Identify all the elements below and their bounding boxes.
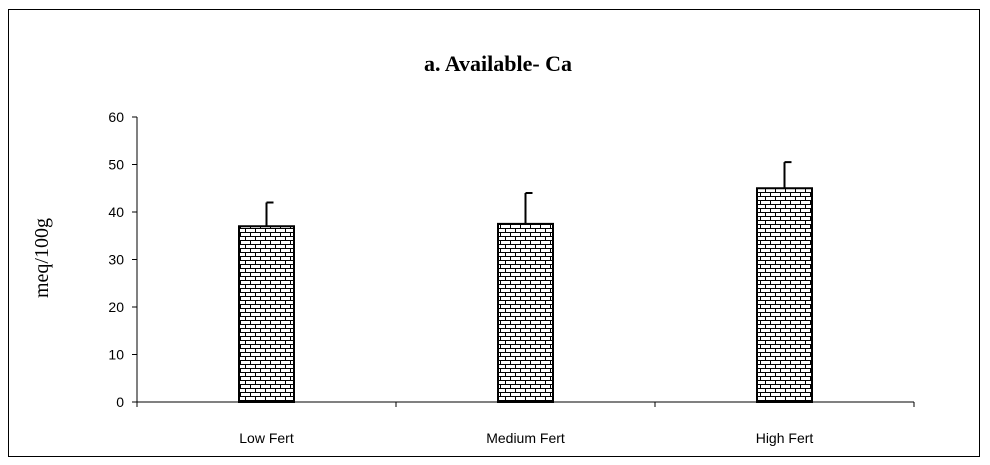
y-tick-label: 60 xyxy=(108,109,124,125)
y-tick-label: 40 xyxy=(108,204,124,220)
chart-frame xyxy=(8,9,980,457)
chart-title: a. Available- Ca xyxy=(424,51,572,76)
bar-low-fert xyxy=(238,225,295,403)
x-tick-label: Medium Fert xyxy=(486,430,565,446)
bar-high-fert xyxy=(756,187,813,403)
y-tick-label: 30 xyxy=(108,252,124,268)
bar-medium-fert xyxy=(497,222,554,403)
y-axis-label: meq/100g xyxy=(31,218,53,298)
y-tick-label: 20 xyxy=(108,299,124,315)
y-tick-label: 50 xyxy=(108,157,124,173)
y-tick-label: 0 xyxy=(116,394,124,410)
y-tick-label: 10 xyxy=(108,347,124,363)
x-tick-label: Low Fert xyxy=(239,430,294,446)
x-tick-label: High Fert xyxy=(756,430,814,446)
